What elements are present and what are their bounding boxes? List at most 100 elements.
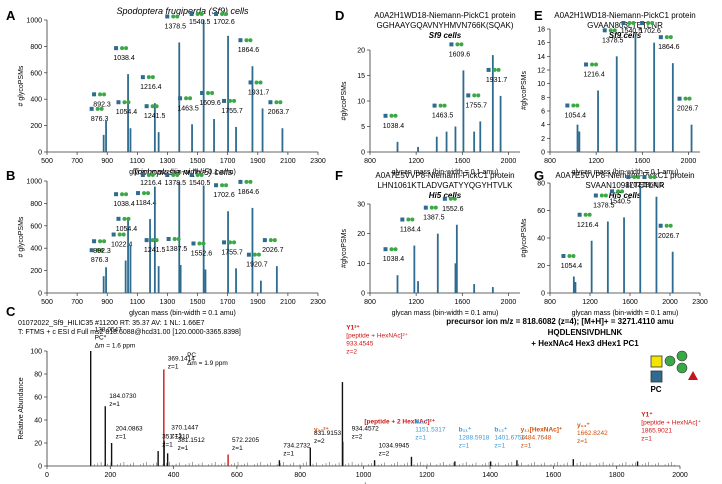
bar-label: 1702.6 bbox=[213, 19, 235, 26]
peak-annotation: [peptide + HexNAc]²⁺ bbox=[346, 332, 408, 339]
glycan-circle-icon bbox=[571, 103, 576, 108]
peak-annotation: 370.1447 bbox=[171, 424, 198, 431]
peak-annotation: 138.0547 bbox=[95, 327, 122, 334]
bar-label: 1387.5 bbox=[423, 215, 445, 222]
bar-label: 892.3 bbox=[93, 101, 111, 108]
y-tick-label: 0 bbox=[38, 464, 42, 471]
glycan-square-yellow-icon bbox=[650, 355, 663, 368]
glycan-circle-icon bbox=[393, 113, 398, 118]
glycan-circle-icon bbox=[117, 232, 122, 237]
glycan-circle-icon bbox=[258, 80, 263, 85]
y-tick-label: 0 bbox=[38, 291, 42, 298]
bar bbox=[473, 131, 476, 152]
peak-annotation: 1865.9021 bbox=[641, 428, 672, 435]
glycan-circle-icon bbox=[268, 238, 273, 243]
x-tick-label: 0 bbox=[45, 472, 49, 479]
x-tick-label: 2000 bbox=[501, 158, 517, 165]
x-tick-label: 500 bbox=[41, 158, 53, 165]
chart-title-line: Sf9 cells bbox=[609, 31, 642, 40]
peak-annotation: 204.0863 bbox=[116, 425, 143, 432]
chart-panel-g: G 800 1200 1600 2000 2300 0 20 40 60 80 glycan mass… bbox=[521, 168, 708, 317]
glycan-circle-icon bbox=[195, 173, 200, 177]
chart-title-line: SVAAN1098LTETLNR bbox=[585, 181, 665, 190]
bar-label: 1540.5 bbox=[189, 19, 211, 26]
bar-label: 1609.6 bbox=[449, 51, 471, 58]
y-tick-label: 0 bbox=[38, 150, 42, 157]
panel-label: G bbox=[534, 168, 544, 183]
panel-label: E bbox=[534, 8, 543, 23]
glycan-circle-icon bbox=[146, 191, 151, 196]
y-tick-label: 6 bbox=[541, 109, 545, 116]
precursor-info: precursor ion m/z = 818.6082 (z=4); [M+H… bbox=[446, 317, 674, 326]
bar bbox=[436, 233, 439, 293]
peak-annotation: PC* bbox=[95, 335, 107, 342]
bar bbox=[574, 282, 577, 293]
bar bbox=[149, 219, 151, 293]
glycan-circle-icon bbox=[442, 103, 447, 108]
glycan-square-icon bbox=[92, 92, 97, 97]
y-tick-label: 400 bbox=[30, 246, 42, 253]
glycan-circle-green-icon bbox=[664, 355, 676, 367]
peak-annotation: 1034.9945 bbox=[379, 443, 410, 450]
x-tick-label: 1200 bbox=[408, 158, 424, 165]
glycan-circle-icon bbox=[188, 96, 193, 101]
peak-annotation: z=1 bbox=[171, 432, 182, 439]
glycan-circle-icon bbox=[172, 237, 177, 241]
y-tick-label: 800 bbox=[30, 44, 42, 51]
bar bbox=[102, 134, 105, 152]
glycan-circle-icon bbox=[664, 223, 669, 228]
glycan-circle-icon bbox=[126, 100, 131, 105]
glycan-square-icon bbox=[200, 91, 205, 95]
y-tick-label: 12 bbox=[537, 68, 545, 75]
y-tick-label: 80 bbox=[537, 181, 545, 188]
bar bbox=[129, 244, 132, 293]
bar-label: 1378.5 bbox=[593, 203, 615, 210]
glycan-circle-icon bbox=[98, 239, 103, 244]
bar bbox=[606, 221, 609, 293]
glycan-circle-icon bbox=[154, 238, 159, 243]
glycan-square-icon bbox=[214, 183, 219, 188]
panel-label: D bbox=[335, 8, 344, 23]
glycan-circle-icon bbox=[389, 113, 394, 118]
peak-annotation: 934.4572 bbox=[352, 425, 379, 432]
glycan-circle-icon bbox=[150, 75, 155, 80]
chart-panel-f: F 800 1200 1600 2000 0 10 20 30 glycan mass (bin-… bbox=[335, 168, 520, 317]
y-tick-label: 600 bbox=[30, 223, 42, 230]
glycan-composition: + HexNAc4 Hex3 dHex1 PC1 bbox=[531, 339, 639, 348]
glycan-square-icon bbox=[565, 103, 570, 108]
glycan-square-blue-icon bbox=[650, 370, 663, 383]
bar-label: 1038.4 bbox=[383, 256, 405, 263]
x-tick-label: 400 bbox=[168, 472, 180, 479]
chart-title-line: Hi5 cells bbox=[429, 191, 462, 200]
glycan-square-icon bbox=[658, 223, 663, 228]
bar bbox=[653, 42, 656, 152]
x-tick-label: 500 bbox=[41, 299, 53, 306]
glycan-circle-icon bbox=[452, 196, 457, 201]
x-tick-label: 2100 bbox=[280, 158, 296, 165]
chart-title: Spodoptera frugiperda (Sf9) cells bbox=[116, 6, 249, 16]
y-tick-label: 20 bbox=[34, 441, 42, 448]
glycan-circle-icon bbox=[232, 98, 237, 103]
glycan-square-icon bbox=[640, 21, 645, 25]
chart-title-line: A0A7E5VVP8-Niemann-PickC1 protein bbox=[375, 171, 514, 180]
x-tick-label: 2300 bbox=[692, 299, 708, 306]
glycan-square-icon bbox=[400, 217, 405, 222]
peak-annotation: z=2 bbox=[346, 348, 357, 355]
x-tick-label: 1600 bbox=[455, 299, 471, 306]
x-tick-label: 800 bbox=[544, 299, 556, 306]
glycan-circle-green-icon bbox=[676, 350, 688, 362]
glycan-circle-icon bbox=[228, 240, 233, 245]
bar bbox=[655, 196, 658, 293]
peak-annotation: 1401.6754 bbox=[494, 435, 525, 442]
x-tick-label: 2000 bbox=[501, 299, 517, 306]
peak-annotation: z=1 bbox=[577, 438, 588, 445]
glycan-circle-icon bbox=[575, 103, 580, 108]
bar-label: 1241.5 bbox=[144, 113, 166, 120]
bar bbox=[454, 126, 457, 152]
x-tick-label: 1600 bbox=[622, 299, 638, 306]
bar-label: 2063.7 bbox=[268, 109, 290, 116]
x-tick-label: 200 bbox=[104, 472, 116, 479]
bar-label: 1184.4 bbox=[400, 227, 421, 234]
bar bbox=[572, 276, 575, 293]
bar-label: 1702.6 bbox=[626, 182, 648, 189]
